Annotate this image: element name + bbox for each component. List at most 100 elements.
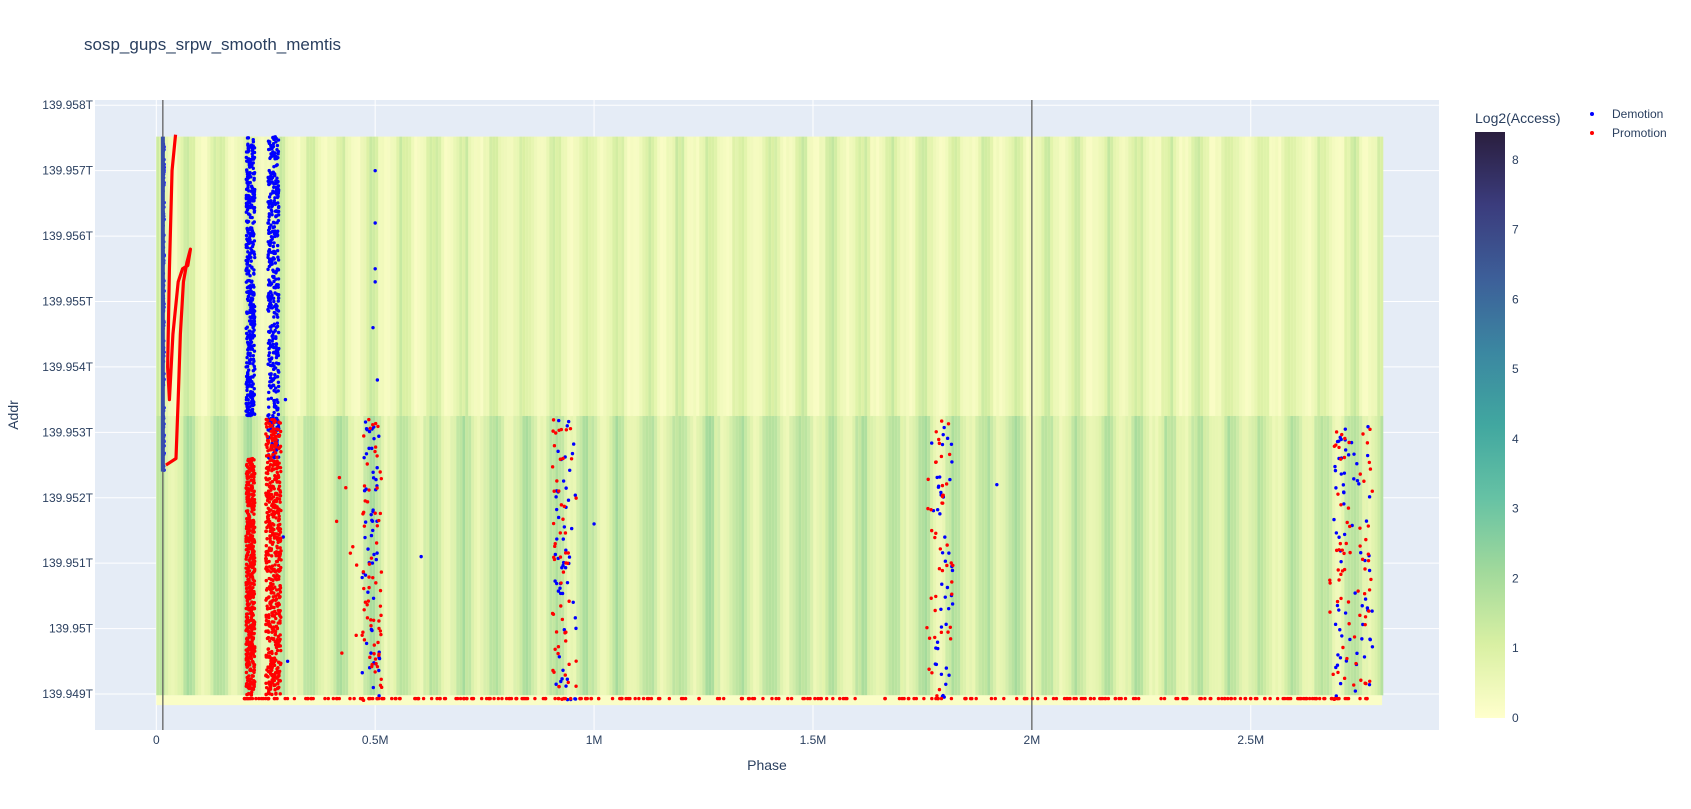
promotion-point (264, 432, 268, 436)
promotion-point (252, 582, 256, 587)
legend-item-demotion[interactable]: Demotion (1590, 107, 1663, 121)
promotion-baseline-point (1072, 696, 1076, 701)
y-axis-title: Addr (5, 400, 21, 430)
promotion-point (378, 629, 383, 633)
heatmap-column (807, 136, 811, 416)
demotion-point (248, 171, 252, 175)
promotion-baseline-point (375, 696, 379, 701)
heatmap-column (702, 136, 706, 416)
demotion-point (276, 184, 281, 188)
heatmap-column (1347, 136, 1351, 416)
demotion-point (272, 241, 276, 245)
heatmap-column (864, 415, 868, 696)
heatmap-column (1050, 136, 1054, 416)
promotion-point (277, 671, 281, 676)
heatmap-column (261, 136, 265, 416)
heatmap-column (339, 415, 343, 696)
promotion-point (264, 588, 269, 592)
demotion-point (248, 263, 252, 268)
heatmap-column (1194, 136, 1198, 416)
promotion-point (246, 565, 251, 570)
promotion-baseline-point (774, 696, 778, 701)
heatmap-column (753, 136, 757, 416)
heatmap-column (978, 136, 982, 416)
promotion-point (1339, 596, 1343, 601)
promotion-point (574, 496, 578, 500)
legend-item-promotion[interactable]: Promotion (1590, 126, 1667, 140)
heatmap-column (1338, 136, 1342, 416)
heatmap-column (324, 136, 328, 416)
promotion-point (1335, 599, 1340, 604)
promotion-point (264, 454, 269, 458)
demotion-point (271, 141, 276, 146)
promotion-point (375, 454, 379, 458)
promotion-point (371, 423, 375, 427)
heatmap-column (996, 415, 1000, 696)
heatmap-column (219, 136, 223, 416)
promotion-point (271, 578, 275, 583)
demotion-point (1360, 604, 1364, 608)
promotion-point (252, 622, 257, 626)
heatmap-column (1182, 136, 1186, 416)
demotion-point (374, 477, 378, 482)
heatmap-column (1311, 415, 1315, 696)
promotion-baseline-point (853, 696, 857, 701)
promotion-point (278, 522, 282, 527)
heatmap-column (936, 136, 940, 416)
heatmap-column (1167, 415, 1171, 696)
heatmap-column (1023, 415, 1027, 696)
promotion-point (246, 471, 250, 476)
promotion-point (279, 469, 283, 474)
heatmap-column (297, 136, 301, 416)
promotion-point (1352, 683, 1356, 687)
heatmap-column (1110, 136, 1114, 416)
heatmap-column (501, 415, 505, 696)
promotion-point (369, 556, 374, 560)
heatmap-column (1239, 415, 1243, 696)
heatmap-column (1080, 136, 1084, 416)
heatmap-column (918, 415, 922, 696)
heatmap-column (324, 415, 328, 696)
heatmap-column (285, 415, 289, 696)
promotion-point (265, 445, 269, 450)
promotion-baseline-point (390, 696, 394, 701)
promotion-baseline-point (1296, 696, 1300, 701)
promotion-point (947, 452, 952, 457)
heatmap-column (1263, 136, 1267, 416)
demotion-point (251, 303, 256, 307)
heatmap-column (342, 136, 346, 416)
heatmap-column (444, 136, 448, 416)
heatmap-column (1089, 415, 1093, 696)
heatmap-column (993, 415, 997, 696)
heatmap-region (156, 415, 1384, 696)
promotion-baseline-point (1307, 696, 1312, 701)
promotion-baseline-point (816, 696, 820, 701)
heatmap-column (1377, 415, 1381, 696)
promotion-point (269, 591, 273, 595)
heatmap-column (999, 415, 1003, 696)
legend[interactable]: Demotion Promotion (1590, 107, 1667, 140)
promotion-point (264, 529, 268, 534)
heatmap-column (504, 415, 508, 696)
promotion-point (251, 652, 255, 656)
heatmap-column (495, 136, 499, 416)
demotion-point (250, 401, 254, 406)
promotion-curve (165, 134, 193, 467)
promotion-point (940, 483, 945, 488)
heatmap-column (1077, 415, 1081, 696)
promotion-baseline-point (243, 696, 248, 701)
promotion-baseline-point (1030, 696, 1035, 701)
heatmap-column (801, 136, 805, 416)
demotion-point (275, 209, 279, 214)
demotion-point (274, 355, 279, 360)
colorbar-tick-label: 6 (1512, 292, 1519, 306)
demotion-point (561, 668, 565, 673)
heatmap-column (1185, 415, 1189, 696)
demotion-point (276, 406, 280, 410)
promotion-baseline-point (1136, 696, 1141, 701)
demotion-point (276, 368, 280, 373)
promotion-baseline-point (331, 696, 336, 701)
promotion-point (940, 568, 945, 573)
heatmap-column (186, 136, 190, 416)
promotion-baseline-point (641, 696, 646, 701)
